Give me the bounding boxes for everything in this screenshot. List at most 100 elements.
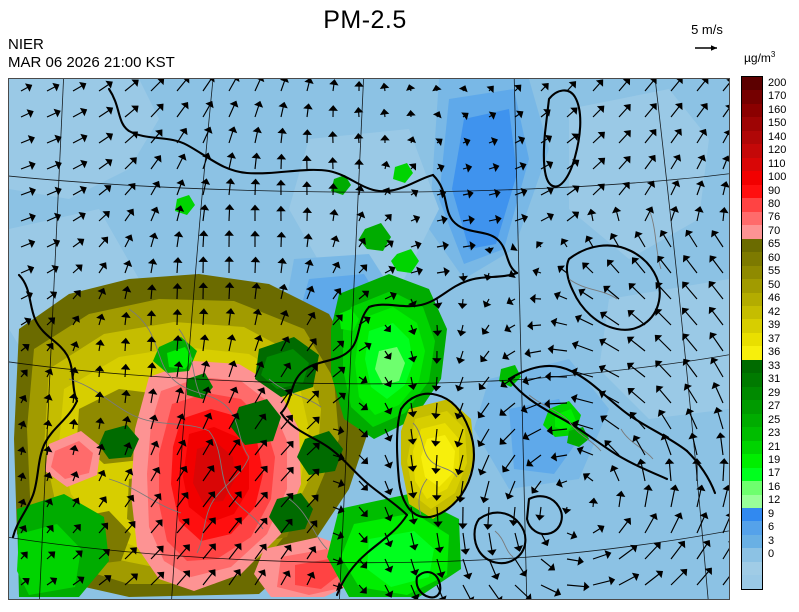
wind-vector-head (627, 362, 635, 371)
wind-vector-head (180, 491, 189, 500)
wind-vector-head (546, 425, 553, 436)
wind-vector-head (363, 316, 371, 325)
wind-vector-head (149, 232, 159, 240)
wind-vector-head (597, 524, 605, 533)
wind-vector-head (97, 287, 107, 296)
wind-vector-head (519, 161, 527, 171)
wind-vector-head (725, 104, 729, 109)
wind-vector-head (483, 274, 493, 281)
wind-vector-head (587, 208, 597, 216)
wind-vector-head (360, 535, 368, 543)
wind-vector-head (52, 82, 60, 92)
wind-vector-head (328, 105, 338, 111)
colorbar-tick-200: 200 (768, 76, 787, 89)
wind-vector-head (719, 207, 729, 214)
wind-vector-head (510, 242, 518, 251)
wind-vector-head (463, 137, 471, 147)
wind-vector-head (54, 134, 62, 144)
wind-vector-head (202, 152, 212, 160)
wind-vector-head (478, 382, 487, 391)
wind-vector-head (695, 180, 705, 188)
wind-vector-head (543, 109, 551, 117)
wind-vector-head (674, 102, 683, 111)
wind-vector-head (329, 79, 339, 86)
wind-vector-head (570, 530, 578, 540)
colorbar-tick-76: 76 (768, 211, 781, 224)
wind-vector-head (649, 513, 658, 521)
wind-vector-head (571, 367, 578, 377)
wind-vector-head (720, 181, 729, 188)
wind-vector-head (654, 334, 663, 343)
wind-vector-head (432, 302, 443, 309)
wind-vector-shaft (488, 584, 500, 599)
wind-vector-head (180, 101, 189, 110)
wind-vector-head (250, 178, 261, 185)
wind-vector-head (461, 112, 469, 121)
wind-vector-head (546, 186, 554, 196)
wind-vector-head (708, 306, 717, 315)
wind-vector-head (105, 132, 114, 141)
wind-vector-head (203, 126, 213, 134)
wind-vector-head (70, 471, 80, 479)
wind-vector-head (156, 571, 165, 580)
agency-label: NIER (8, 36, 44, 53)
colorbar-tick-23: 23 (768, 427, 781, 440)
colorbar-tick-65: 65 (768, 238, 781, 251)
colorbar-band-37 (742, 332, 762, 347)
wind-vector-head (337, 478, 345, 488)
wind-vector-head (408, 328, 418, 335)
wind-vector-head (278, 283, 288, 291)
wind-vector-head (522, 431, 530, 441)
wind-vector-head (179, 127, 188, 136)
wind-vector-head (257, 569, 266, 577)
wind-vector-head (355, 185, 365, 192)
wind-vector-head (260, 491, 268, 500)
wind-vector-head (281, 336, 291, 344)
colorbar-tick-25: 25 (768, 413, 781, 426)
wind-vector-head (283, 544, 292, 552)
wind-vector-head (312, 442, 320, 451)
wind-vector-head (276, 153, 287, 160)
wind-vector-head (335, 314, 343, 322)
colorbar-tick-42: 42 (768, 305, 781, 318)
wind-vector-head (384, 565, 394, 573)
wind-vector-head (698, 128, 708, 137)
wind-vector-head (504, 324, 512, 333)
colorbar-tick-16: 16 (768, 480, 781, 493)
colorbar-band-120 (742, 144, 762, 158)
wind-vector-head (361, 290, 370, 299)
wind-vector-head (276, 179, 286, 186)
wind-vector-head (146, 310, 157, 317)
wind-vector-head (302, 129, 313, 136)
wind-vector-head (643, 484, 653, 491)
wind-vector-head (28, 161, 36, 170)
pm25-map[interactable] (8, 78, 730, 600)
wind-vector-head (336, 340, 345, 348)
wind-vector-head (255, 361, 265, 369)
wind-vector-head (540, 538, 550, 546)
wind-vector-head (525, 593, 532, 599)
wind-vector-head (181, 518, 190, 526)
wind-vector-head (607, 259, 615, 267)
wind-vector-head (203, 412, 213, 420)
colorbar-band-55 (742, 265, 762, 280)
wind-vector-head (49, 577, 58, 586)
wind-vector-head (570, 107, 578, 115)
wind-vector-head (506, 296, 514, 306)
colorbar-tick-100: 100 (768, 171, 787, 184)
wind-vector-head (231, 412, 240, 421)
colorbar-band-23 (742, 427, 762, 441)
wind-vector-head (360, 402, 369, 411)
wind-vector-head (604, 440, 612, 448)
colorbar-band-70 (742, 225, 762, 239)
wind-vector-head (677, 540, 686, 549)
colorbar-band-12 (742, 494, 762, 508)
colorbar-band-170 (742, 90, 762, 104)
wind-vector-head (205, 438, 214, 447)
wind-vector-head (524, 348, 531, 358)
wind-vector-head (583, 581, 590, 592)
wind-vector-head (254, 100, 264, 108)
wind-vector-head (384, 514, 394, 522)
wind-vector-head (28, 213, 36, 222)
wind-vector-head (97, 469, 107, 478)
